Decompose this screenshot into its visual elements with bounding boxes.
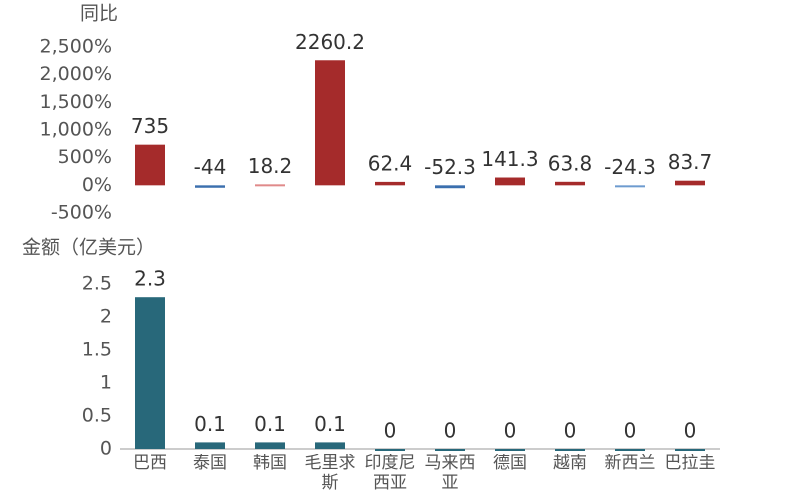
data-label: 2260.2 [295,30,365,54]
y-tick-label: 0% [82,174,112,196]
x-tick-label: 印度尼西亚 [364,454,416,493]
x-tick-label-box: 新西兰 [604,454,656,473]
y-tick-label: 1,000% [40,119,112,141]
data-label: 18.2 [248,154,293,178]
data-label: 0 [624,419,637,443]
y-tick-label: 1,500% [40,91,112,113]
bar [135,297,165,449]
bar [555,449,585,451]
bar [675,449,705,451]
data-label: 63.8 [548,151,593,175]
bar [555,181,585,186]
y-tick-label: 2,000% [40,63,112,85]
data-label: 0 [684,419,697,443]
y-tick-label: 1.5 [82,339,112,361]
x-tick-label: 韩国 [253,454,287,473]
axis-title: 金额（亿美元） [22,237,155,259]
y-tick-label: 2.5 [82,273,112,295]
data-label: 0.1 [254,412,286,436]
bar [435,449,465,451]
data-label: 0.1 [314,412,346,436]
x-tick-label-box: 毛里求斯 [304,454,356,493]
bar [675,180,705,186]
bar [315,60,345,186]
data-label: 0 [384,419,397,443]
x-tick-label: 巴西 [133,454,167,473]
x-tick-label: 德国 [493,454,527,473]
data-label: 735 [131,114,169,138]
y-tick-label: 2 [100,306,112,328]
bar [195,442,225,449]
bar [495,177,525,186]
bar [255,442,285,449]
y-tick-label: 0 [100,438,112,460]
x-tick-label-box: 越南 [553,454,587,473]
y-tick-label: 500% [58,146,112,168]
bar [195,185,225,188]
y-tick-label: 0.5 [82,405,112,427]
data-label: 0 [564,419,577,443]
x-tick-label: 新西兰 [604,454,656,473]
axis-title: 同比 [80,3,118,25]
x-tick-label: 马来西亚 [424,454,476,493]
x-tick-label: 越南 [553,454,587,473]
bar [615,185,645,188]
data-label: 2.3 [134,267,166,291]
x-tick-label-box: 泰国 [193,454,227,473]
bar [255,184,285,187]
x-tick-label-box: 马来西亚 [424,454,476,493]
x-tick-label: 巴拉圭 [664,454,716,473]
bar [615,449,645,451]
data-label: 0 [504,419,517,443]
data-label: 0.1 [194,412,226,436]
data-label: -24.3 [604,155,656,179]
data-label: 141.3 [481,147,538,171]
bar [495,449,525,451]
bar [375,449,405,451]
x-tick-label-box: 巴西 [133,454,167,473]
x-tick-label-box: 巴拉圭 [664,454,716,473]
data-label: -52.3 [424,155,476,179]
bar [315,442,345,449]
y-tick-label: 1 [100,372,112,394]
x-tick-label: 泰国 [193,454,227,473]
y-tick-label: 2,500% [40,36,112,58]
x-tick-label-box: 德国 [493,454,527,473]
data-label: -44 [194,155,227,179]
bar [135,144,165,186]
data-label: 0 [444,419,457,443]
bar [435,185,465,189]
x-tick-label: 毛里求斯 [304,454,356,493]
data-label: 83.7 [668,150,713,174]
data-label: 62.4 [368,151,413,175]
bar [375,181,405,186]
y-tick-label: -500% [51,202,112,224]
x-tick-label-box: 印度尼西亚 [364,454,416,493]
x-tick-label-box: 韩国 [253,454,287,473]
